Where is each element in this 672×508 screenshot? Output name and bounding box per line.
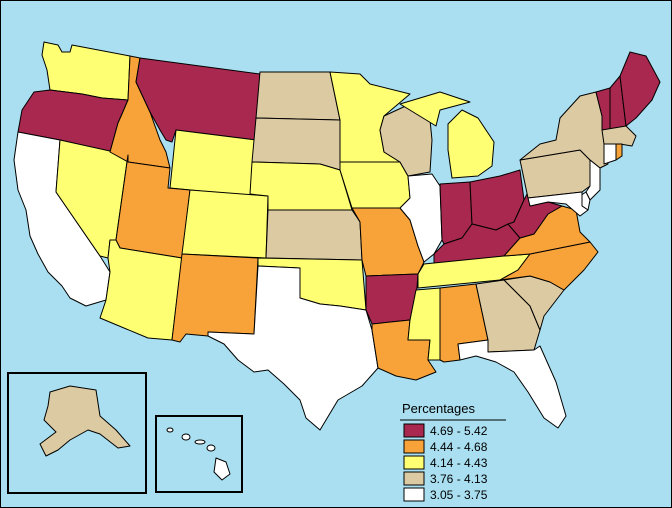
legend-swatch-3	[403, 455, 425, 470]
state-connecticut	[603, 143, 617, 165]
legend-title: Percentages	[402, 401, 475, 416]
state-iowa	[339, 161, 411, 209]
state-texas	[207, 265, 379, 431]
legend-label-5: 3.05 - 3.75	[430, 488, 488, 502]
state-michigan	[399, 91, 495, 179]
state-maryland	[527, 191, 589, 217]
state-rhode-island	[615, 143, 623, 161]
legend-label-2: 4.44 - 4.68	[430, 440, 488, 454]
state-massachusetts	[601, 125, 637, 147]
state-colorado	[181, 189, 269, 259]
hawaii-inset-frame	[155, 415, 243, 493]
state-wyoming	[169, 129, 257, 197]
legend-label-3: 4.14 - 4.43	[430, 456, 488, 470]
state-florida	[457, 339, 567, 429]
state-north-carolina	[499, 241, 599, 291]
legend-swatch-5	[403, 487, 425, 502]
state-illinois	[399, 173, 443, 263]
state-new-mexico	[171, 253, 259, 343]
state-north-dakota	[255, 71, 341, 121]
legend-swatch-4	[403, 471, 425, 486]
state-hawaii	[166, 427, 231, 481]
legend: Percentages 4.69 - 5.42 4.44 - 4.68 4.14 -…	[400, 401, 506, 502]
legend-swatch-1	[403, 423, 425, 438]
state-alaska	[39, 385, 131, 457]
legend-swatch-2	[403, 439, 425, 454]
legend-label-4: 3.76 - 4.13	[430, 472, 488, 486]
state-kansas	[265, 209, 363, 261]
state-maine	[619, 51, 661, 127]
legend-label-1: 4.69 - 5.42	[430, 424, 488, 438]
